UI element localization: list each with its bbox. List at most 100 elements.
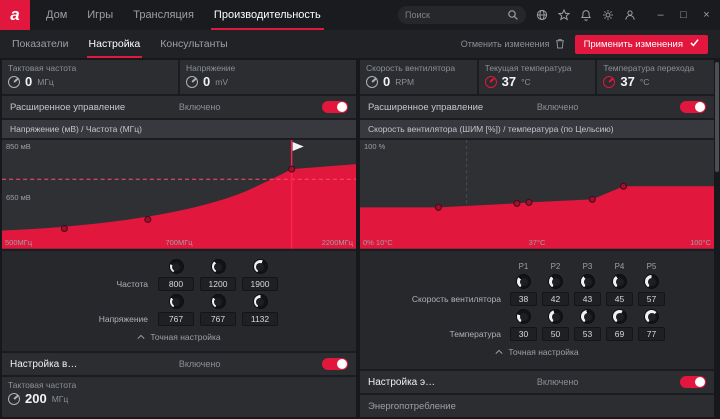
fan-speed-value-input[interactable]: 38 bbox=[510, 292, 537, 307]
discard-changes-label: Отменить изменения bbox=[460, 39, 550, 49]
advanced-control-state: Включено bbox=[178, 102, 221, 112]
gauge-icon bbox=[186, 75, 198, 88]
frequency-knob[interactable] bbox=[168, 259, 184, 275]
gpu-advanced-toggle[interactable] bbox=[322, 101, 348, 113]
metric-unit: МГц bbox=[37, 76, 54, 87]
metric-label: Текущая температура bbox=[484, 63, 572, 73]
voltage-knob[interactable] bbox=[168, 294, 184, 310]
nav-streaming[interactable]: Трансляция bbox=[133, 9, 194, 21]
metric-unit: °C bbox=[639, 76, 650, 87]
fan-speed-row-label: Скорость вентилятора bbox=[411, 294, 501, 305]
metric-unit: °C bbox=[521, 76, 531, 87]
nav-home[interactable]: Дом bbox=[46, 9, 68, 21]
apply-changes-button[interactable]: Применить изменения bbox=[574, 34, 708, 54]
power-tuning-toggle[interactable] bbox=[680, 376, 706, 388]
state-column-header: P3 bbox=[582, 262, 593, 272]
fan-metric-row: Скорость вентилятора 0 RPM Текущая темпе… bbox=[360, 60, 714, 94]
voltage-frequency-curve bbox=[2, 140, 356, 249]
user-icon[interactable] bbox=[623, 9, 636, 22]
temperature-knob[interactable] bbox=[580, 309, 595, 325]
web-icon[interactable] bbox=[535, 9, 548, 22]
fan-advanced-toggle[interactable] bbox=[680, 101, 706, 113]
voltage-metric: Напряжение 0 mV bbox=[180, 60, 356, 94]
voltage-frequency-chart-title: Напряжение (мВ) / Частота (МГц) bbox=[2, 120, 356, 138]
gpu-advanced-control-row: Расширенное управление Включено bbox=[2, 96, 356, 118]
fan-speed-knob[interactable] bbox=[548, 274, 563, 290]
metric-label: Тактовая частота bbox=[8, 380, 77, 390]
window-controls: – □ × bbox=[649, 0, 718, 30]
metric-value: 0 bbox=[203, 74, 211, 89]
fan-speed-value-input[interactable]: 43 bbox=[574, 292, 601, 307]
metric-value: 37 bbox=[620, 74, 635, 89]
fine-tuning-collapse-link[interactable]: Точная настройка bbox=[495, 347, 579, 357]
state-column-header: P2 bbox=[550, 262, 561, 272]
temperature-knob[interactable] bbox=[612, 309, 627, 325]
frequency-row-label: Частота bbox=[116, 279, 148, 290]
favorites-star-icon[interactable] bbox=[557, 9, 570, 22]
tab-tuning[interactable]: Настройка bbox=[86, 30, 142, 58]
temperature-value-input[interactable]: 69 bbox=[606, 327, 633, 342]
fan-speed-knob[interactable] bbox=[580, 274, 595, 290]
frequency-value-input[interactable]: 800 bbox=[158, 277, 194, 292]
nav-performance[interactable]: Производительность bbox=[210, 0, 324, 30]
power-tuning-header: Настройка э… Включено bbox=[360, 371, 714, 393]
vram-tuning-header: Настройка в… Включено bbox=[2, 353, 356, 375]
fan-curve bbox=[360, 140, 714, 249]
fan-speed-value-input[interactable]: 57 bbox=[638, 292, 665, 307]
advanced-control-label: Расширенное управление bbox=[10, 101, 126, 113]
fan-speed-knob[interactable] bbox=[644, 274, 659, 290]
temperature-value-input[interactable]: 50 bbox=[542, 327, 569, 342]
frequency-value-input[interactable]: 1200 bbox=[200, 277, 236, 292]
frequency-value-input[interactable]: 1900 bbox=[242, 277, 278, 292]
amd-logo[interactable]: a bbox=[0, 0, 30, 30]
power-tuning-title: Настройка э… bbox=[368, 376, 436, 388]
voltage-frequency-chart[interactable]: 850 мВ 650 мВ 500МГц 700МГц 2200МГц bbox=[2, 140, 356, 249]
voltage-value-input[interactable]: 1132 bbox=[242, 312, 278, 327]
minimize-button[interactable]: – bbox=[657, 9, 664, 21]
gauge-icon bbox=[8, 75, 20, 88]
settings-gear-icon[interactable] bbox=[601, 9, 614, 22]
power-tuning-state: Включено bbox=[536, 377, 579, 387]
fine-tuning-label: Точная настройка bbox=[150, 332, 221, 343]
apply-changes-label: Применить изменения bbox=[583, 38, 683, 50]
voltage-row-label: Напряжение bbox=[98, 314, 148, 325]
temperature-knob[interactable] bbox=[644, 309, 659, 325]
close-button[interactable]: × bbox=[703, 9, 710, 21]
metric-unit: МГц bbox=[51, 393, 69, 404]
fine-tuning-collapse-link[interactable]: Точная настройка bbox=[137, 332, 221, 343]
nav-games[interactable]: Игры bbox=[87, 9, 114, 21]
fan-speed-knob[interactable] bbox=[516, 274, 531, 290]
fan-curve-chart[interactable]: 100 % 0% 10°C 37°C 100°C bbox=[360, 140, 714, 249]
fan-speed-value-input[interactable]: 42 bbox=[542, 292, 569, 307]
voltage-value-input[interactable]: 767 bbox=[158, 312, 194, 327]
frequency-knob[interactable] bbox=[252, 259, 268, 275]
temperature-value-input[interactable]: 53 bbox=[574, 327, 601, 342]
advanced-control-label: Расширенное управление bbox=[368, 101, 484, 113]
vertical-scrollbar[interactable] bbox=[715, 62, 719, 172]
voltage-knob[interactable] bbox=[210, 294, 226, 310]
fan-speed-value-input[interactable]: 45 bbox=[606, 292, 633, 307]
search-box[interactable] bbox=[398, 6, 526, 24]
discard-changes-button[interactable]: Отменить изменения bbox=[461, 38, 565, 51]
fan-speed-metric: Скорость вентилятора 0 RPM bbox=[360, 60, 477, 94]
fan-speed-knob[interactable] bbox=[612, 274, 627, 290]
titlebar-actions: – □ × bbox=[398, 0, 720, 30]
vram-tuning-toggle[interactable] bbox=[322, 358, 348, 370]
tab-advisors[interactable]: Консультанты bbox=[160, 38, 228, 50]
temperature-value-input[interactable]: 30 bbox=[510, 327, 537, 342]
temperature-knob[interactable] bbox=[548, 309, 563, 325]
tab-metrics[interactable]: Показатели bbox=[12, 38, 69, 50]
temperature-knob[interactable] bbox=[516, 309, 531, 325]
notifications-bell-icon[interactable] bbox=[579, 9, 592, 22]
search-icon bbox=[506, 9, 519, 22]
trash-icon bbox=[555, 38, 565, 51]
voltage-value-input[interactable]: 767 bbox=[200, 312, 236, 327]
fan-curve-chart-title: Скорость вентилятора (ШИМ [%]) / темпера… bbox=[360, 120, 714, 138]
maximize-button[interactable]: □ bbox=[680, 9, 687, 21]
current-temperature-metric: Текущая температура 37 °C bbox=[478, 60, 596, 94]
voltage-knob[interactable] bbox=[252, 294, 268, 310]
frequency-knob[interactable] bbox=[210, 259, 226, 275]
temperature-value-input[interactable]: 77 bbox=[638, 327, 665, 342]
search-input[interactable] bbox=[405, 10, 502, 20]
power-consumption-label: Энергопотребление bbox=[368, 400, 456, 412]
